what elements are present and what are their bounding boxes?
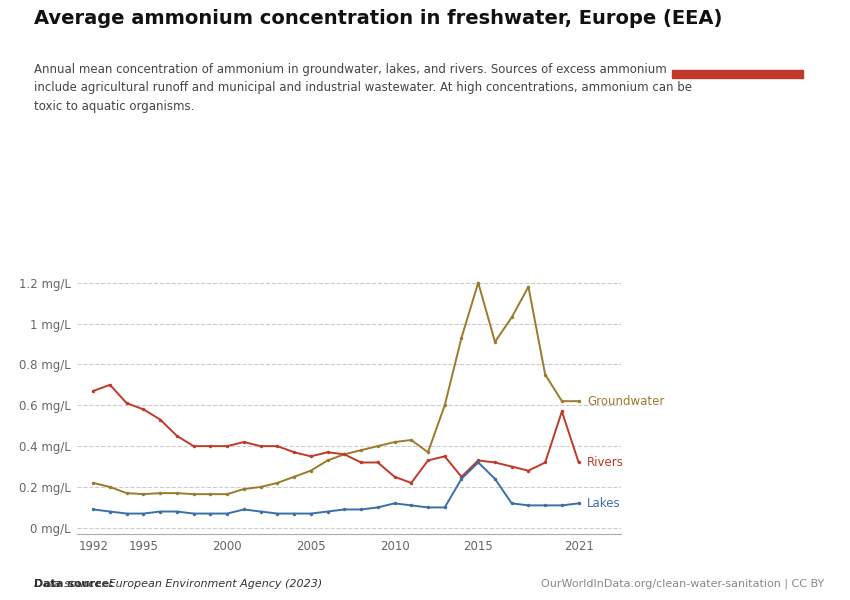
Text: Our World: Our World [706, 28, 769, 38]
Text: Data source:: Data source: [34, 579, 114, 589]
Bar [672, 70, 803, 78]
Text: Groundwater: Groundwater [587, 395, 665, 407]
Text: in Data: in Data [715, 47, 760, 56]
Text: Rivers: Rivers [587, 456, 624, 469]
Text: OurWorldInData.org/clean-water-sanitation | CC BY: OurWorldInData.org/clean-water-sanitatio… [541, 578, 824, 589]
Text: Lakes: Lakes [587, 497, 620, 510]
Text: Average ammonium concentration in freshwater, Europe (EEA): Average ammonium concentration in freshw… [34, 9, 722, 28]
Text: Annual mean concentration of ammonium in groundwater, lakes, and rivers. Sources: Annual mean concentration of ammonium in… [34, 63, 692, 113]
Text: Data source: European Environment Agency (2023): Data source: European Environment Agency… [34, 579, 322, 589]
